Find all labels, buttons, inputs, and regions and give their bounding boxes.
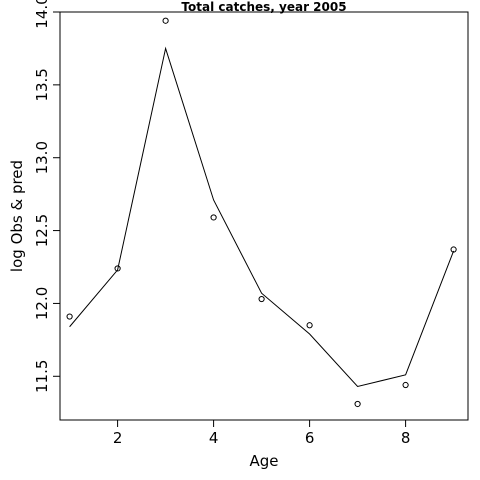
y-axis: 11.5 12.0 12.5 13.0 13.5 14.0 [33,0,61,393]
y-tick-label: 14.0 [33,0,51,29]
observed-point [354,400,361,408]
series-layer [66,17,457,408]
y-tick-label: 12.5 [33,214,51,247]
predicted-line [69,46,455,388]
observed-point [402,381,409,389]
observed-point [210,214,217,221]
x-tick-label: 4 [209,429,219,447]
x-tick-label: 8 [401,429,411,447]
y-axis-title: log Obs & pred [8,160,26,272]
observed-point [66,313,73,320]
y-tick-label: 11.5 [33,360,51,393]
observed-point [258,295,265,303]
observed-point [162,17,169,24]
x-tick-label: 6 [305,429,315,447]
y-tick-label: 13.0 [33,141,51,174]
x-axis-title: Age [249,452,278,470]
x-tick-label: 2 [113,429,123,447]
observed-point [114,265,121,272]
chart-title: Total catches, year 2005 [181,0,346,14]
x-axis: 2 4 6 8 [113,419,411,447]
y-tick-label: 13.5 [33,68,51,101]
y-tick-label: 12.0 [33,287,51,320]
observed-point [306,322,313,329]
